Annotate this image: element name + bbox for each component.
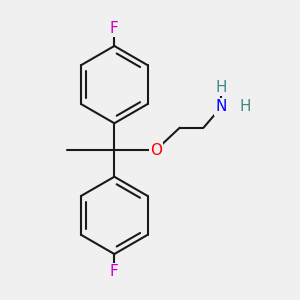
Text: O: O [150, 142, 162, 158]
Text: F: F [110, 21, 119, 36]
Text: H: H [239, 99, 251, 114]
Text: F: F [110, 264, 119, 279]
Text: N: N [216, 99, 227, 114]
Text: H: H [216, 80, 227, 95]
